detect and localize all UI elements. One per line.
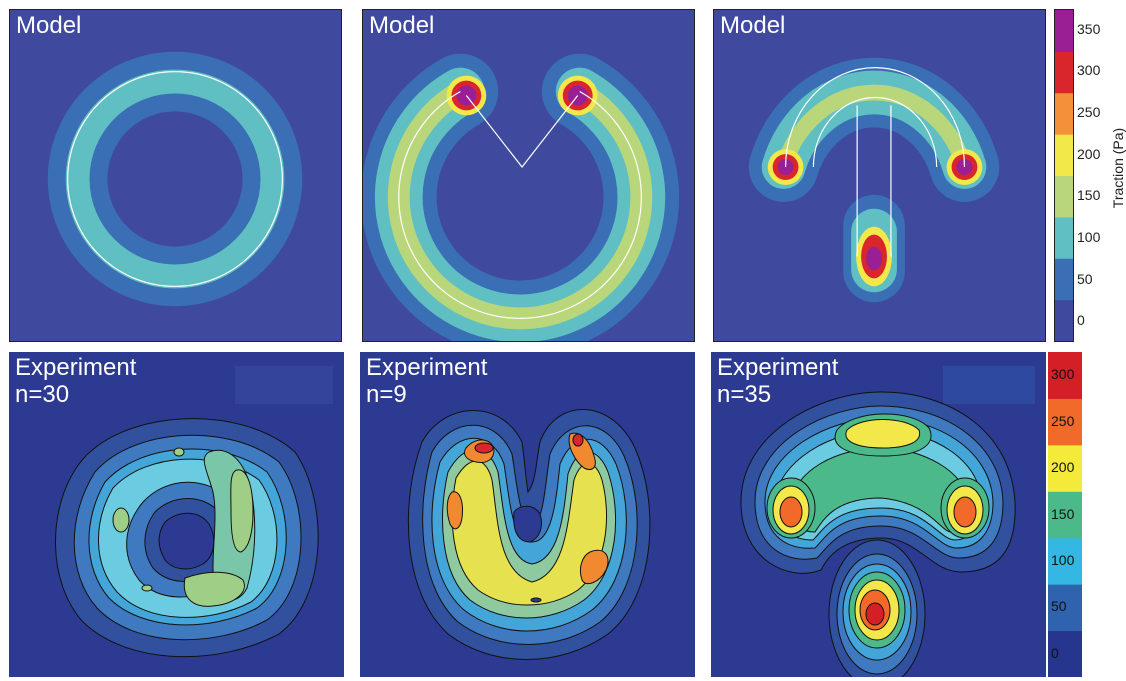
colorbar-tick-label: 250 [1051,412,1075,429]
colorbar-tick-label: 50 [1077,270,1093,287]
colorbar-axis-label: Traction (Pa) [1110,127,1126,209]
colorbar-band [1048,584,1082,632]
sample-size: n=9 [366,381,407,408]
panel-title: Experiment n=35 [717,354,838,408]
colorbar-band [1055,92,1073,135]
panel-title-text: Experiment [15,354,137,381]
panel-title: Model [16,12,82,39]
panel-title: Model [369,12,435,39]
colorbar-band [1048,491,1082,539]
experiment-colorbar-gradient [1048,352,1082,677]
model-colorbar-gradient [1055,10,1073,341]
colorbar-band [1048,537,1082,585]
colorbar-band [1055,216,1073,259]
colorbar-band [1055,134,1073,176]
experiment-colorbar [1048,352,1082,677]
colorbar-tick-label: 150 [1077,187,1101,204]
panel-title-text: Experiment [366,354,488,381]
colorbar-tick-label: 300 [1077,62,1101,79]
sample-size: n=30 [15,381,70,408]
exp-t-panel: Experiment n=35 [711,352,1046,677]
sample-size: n=35 [717,381,772,408]
model-c-panel: Model [362,9,695,342]
colorbar-band [1055,258,1073,301]
colorbar-band [1055,51,1073,94]
model-t-heatmap [748,57,1000,303]
colorbar-tick-label: 150 [1051,505,1075,522]
colorbar-tick-label: 100 [1051,551,1075,568]
panel-title: Model [720,12,786,39]
colorbar-tick-label: 350 [1077,20,1101,37]
colorbar-tick-label: 0 [1077,312,1085,329]
exp-ring-heatmap [55,366,333,658]
exp-t-heatmap [740,366,1035,677]
colorbar-band [1055,175,1073,218]
panel-title: Experiment n=30 [15,354,136,408]
model-colorbar [1054,9,1074,342]
colorbar-band [1055,10,1073,52]
exp-ring-panel: Experiment n=30 [9,352,344,677]
exp-c-panel: Experiment n=9 [360,352,695,677]
panel-title: Experiment n=9 [366,354,487,408]
colorbar-tick-label: 200 [1051,459,1075,476]
model-ring-panel: Model [9,9,342,342]
colorbar-band [1048,444,1082,492]
colorbar-tick-label: 100 [1077,228,1101,245]
colorbar-tick-label: 200 [1077,145,1101,162]
colorbar-tick-label: 300 [1051,366,1075,383]
colorbar-tick-label: 250 [1077,104,1101,121]
colorbar-band [1055,299,1073,341]
colorbar-tick-label: 50 [1051,598,1067,615]
model-ring-heatmap [47,51,303,307]
exp-c-heatmap [407,409,651,660]
model-t-panel: Model [713,9,1046,342]
colorbar-band [1048,398,1082,446]
colorbar-band [1048,352,1082,399]
model-c-heatmap [363,53,680,341]
colorbar-tick-label: 0 [1051,644,1059,661]
colorbar-band [1048,630,1082,677]
panel-title-text: Experiment [717,354,839,381]
